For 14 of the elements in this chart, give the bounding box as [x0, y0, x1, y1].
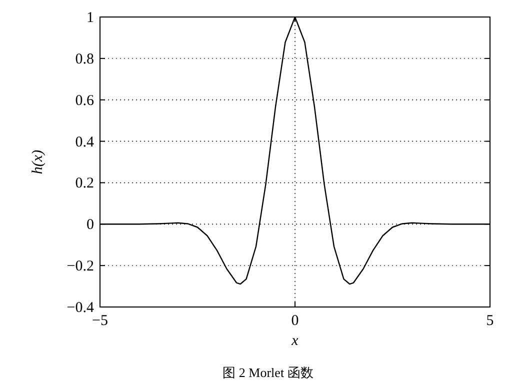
y-tick-label: −0.2 — [66, 258, 94, 275]
x-tick-label: −5 — [92, 313, 108, 329]
y-tick-label: 1 — [86, 10, 94, 26]
y-tick-label: −0.4 — [66, 300, 94, 316]
x-axis-title: x — [290, 333, 299, 349]
y-tick-label: 0 — [86, 217, 94, 234]
y-tick-label: 0.4 — [75, 134, 94, 150]
y-axis-title: h(x) — [30, 150, 46, 174]
y-tick-label: 0.8 — [75, 51, 94, 68]
x-tick-label: 5 — [486, 313, 494, 329]
caption: 图 2 Morlet 函数 — [222, 365, 314, 380]
x-tick-label: 0 — [291, 313, 299, 329]
y-tick-label: 0.6 — [75, 92, 94, 109]
y-tick-label: 0.2 — [75, 176, 94, 192]
